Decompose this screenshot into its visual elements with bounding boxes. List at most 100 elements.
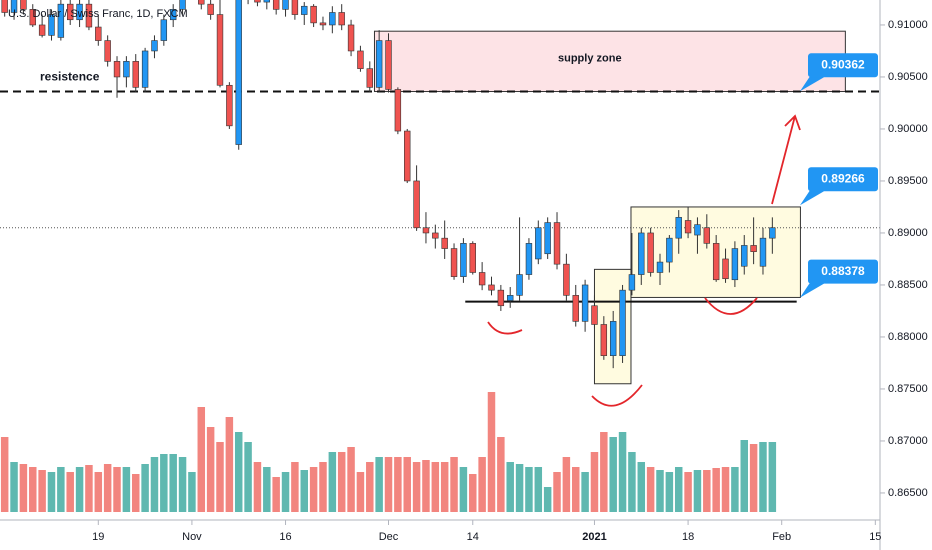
candle-body: [722, 258, 729, 280]
volume-bar: [450, 457, 458, 512]
callout-pointer: [800, 279, 824, 298]
candle-body: [310, 5, 317, 24]
volume-bar: [263, 467, 271, 512]
candle-body: [291, 0, 299, 15]
y-tick-label: 0.89500: [888, 175, 928, 187]
volume-bar: [291, 462, 299, 512]
y-tick-label: 0.86500: [888, 487, 928, 499]
candle-body: [282, 0, 289, 10]
volume-bar: [506, 462, 514, 512]
volume-bar: [731, 467, 739, 512]
smile-curve: [487, 321, 523, 335]
candle-body: [338, 12, 345, 26]
volume-bar: [85, 465, 93, 512]
candle-body: [132, 61, 139, 88]
candle-body: [235, 0, 242, 145]
x-tick-label: Dec: [379, 531, 399, 543]
volume-bar: [160, 454, 168, 512]
volume-bar: [38, 470, 46, 512]
volume-bar: [534, 467, 543, 512]
candle-body: [272, 0, 280, 10]
candle-body: [638, 232, 645, 275]
candle-body: [329, 12, 336, 26]
volume-bar: [656, 470, 664, 512]
y-tick-label: 0.88500: [888, 279, 928, 291]
volume-bar: [693, 470, 702, 512]
volume-bar: [600, 432, 608, 512]
candle-body: [151, 40, 158, 52]
candle-body: [113, 61, 121, 78]
candle-body: [497, 289, 505, 307]
candle-body: [385, 40, 392, 90]
volume-bar: [721, 467, 730, 512]
volume-bar: [646, 467, 655, 512]
candle-body: [460, 243, 467, 277]
callout-pointer: [800, 187, 824, 206]
volume-bar: [57, 467, 65, 512]
candle-body: [684, 220, 692, 234]
x-tick-label: 14: [467, 531, 479, 543]
volume-bar: [674, 467, 683, 512]
y-tick-label: 0.89000: [888, 227, 928, 239]
volume-bar: [29, 467, 37, 512]
volume-bar: [197, 407, 206, 512]
candle-body: [1, 0, 8, 13]
candle-body: [581, 284, 589, 322]
volume-bar: [487, 392, 496, 512]
candle-body: [263, 0, 271, 3]
supply-zone: [373, 30, 846, 93]
candle-body: [422, 227, 430, 234]
volume-bar: [637, 462, 646, 512]
volume-bar: [684, 472, 692, 512]
volume-bar: [440, 462, 449, 512]
candle-body: [198, 0, 205, 5]
candle-body: [712, 243, 720, 281]
candle-body: [478, 272, 486, 286]
volume-bar: [412, 462, 421, 512]
volume-bar: [431, 462, 440, 512]
volume-bar: [759, 442, 767, 512]
volume-bar: [206, 427, 215, 512]
volume-bar: [234, 432, 243, 512]
plot-area: supply zone resistence: [0, 0, 880, 512]
volume-bar: [347, 447, 355, 512]
volume-bar: [113, 467, 121, 512]
volume-bar: [188, 472, 196, 512]
volume-bar: [75, 467, 84, 512]
y-tick-label: 0.90000: [888, 123, 928, 135]
candle-body: [516, 274, 523, 296]
candle-body: [375, 40, 383, 88]
candle-body: [404, 130, 411, 182]
price-callout: [808, 53, 878, 78]
volume-bar: [337, 452, 346, 512]
candle-body: [207, 3, 214, 15]
candle-body: [413, 180, 420, 229]
candle-body: [169, 9, 177, 21]
x-tick-label: Feb: [772, 531, 791, 543]
candle-body: [591, 305, 598, 325]
volume-bar: [178, 457, 187, 512]
candle-body: [319, 22, 327, 26]
resistance-label: resistence: [40, 70, 100, 84]
volume-bar: [150, 457, 159, 512]
candle-body: [357, 50, 364, 69]
volume-bar: [525, 467, 533, 512]
volume-bar: [740, 440, 748, 512]
candle-body: [563, 263, 570, 296]
volume-bar: [10, 462, 18, 512]
candle-body: [731, 248, 739, 281]
volume-bar: [225, 417, 234, 512]
candle-body: [647, 232, 654, 273]
volume-bar: [375, 457, 383, 512]
volume-bar: [515, 464, 524, 512]
volume-bar: [66, 472, 74, 512]
candle-body: [141, 50, 149, 88]
y-tick-label: 0.87000: [888, 435, 928, 447]
candle-body: [628, 274, 636, 291]
volume-bar: [19, 464, 28, 512]
volume-bar: [94, 472, 103, 512]
candle-body: [160, 19, 168, 41]
chart-title: U.S. Dollar / Swiss Franc, 1D, FXCM: [8, 8, 188, 20]
candle-body: [38, 24, 46, 36]
candle-body: [226, 84, 233, 127]
